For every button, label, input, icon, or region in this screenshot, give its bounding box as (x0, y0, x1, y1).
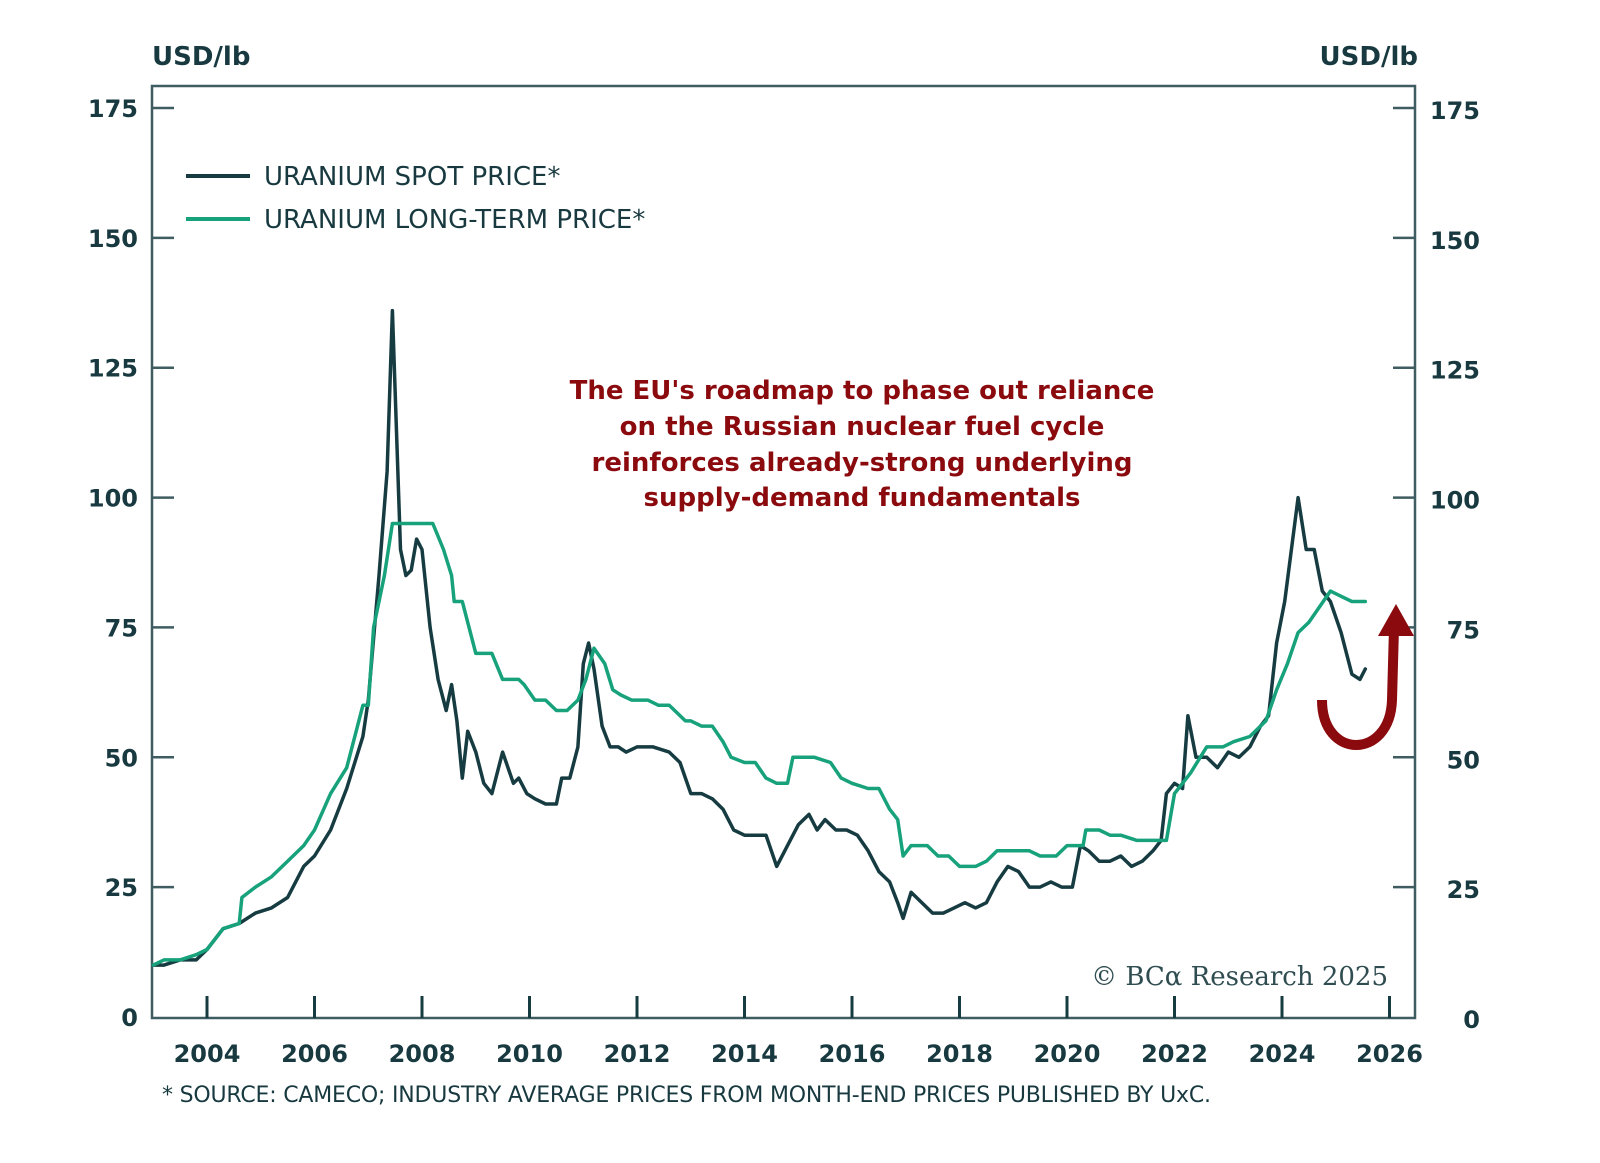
y-ticks-left: 0 25 50 75 100 125 150 175 (88, 95, 174, 1032)
y-tick-right-label: 100 (1430, 487, 1480, 515)
x-tick-label: 2022 (1141, 1040, 1208, 1068)
annotation-line-3: reinforces already-strong underlying (592, 448, 1133, 478)
x-tick-label: 2026 (1356, 1040, 1423, 1068)
y-tick-left-label: 50 (105, 744, 138, 772)
y-tick-left-label: 150 (88, 225, 138, 253)
up-turn-arrow-icon (1317, 604, 1414, 750)
copyright-credit: © BCα Research 2025 (1091, 962, 1388, 992)
y-tick-left-label: 25 (105, 874, 138, 902)
y-axis-left-label: USD/lb (152, 42, 251, 72)
annotation-line-1: The EU's roadmap to phase out reliance (570, 376, 1155, 406)
series-line-spot-price (151, 308, 1368, 967)
y-tick-left-label: 75 (105, 614, 138, 642)
annotation: The EU's roadmap to phase out reliance o… (570, 376, 1155, 513)
x-tick-label: 2018 (926, 1040, 993, 1068)
y-tick-left-label: 0 (121, 1004, 138, 1032)
y-tick-right-label: 125 (1430, 357, 1480, 385)
x-tick-label: 2004 (174, 1040, 241, 1068)
legend-label-spot: URANIUM SPOT PRICE* (264, 162, 560, 192)
x-tick-label: 2012 (604, 1040, 671, 1068)
x-tick-label: 2024 (1249, 1040, 1316, 1068)
x-tick-label: 2014 (711, 1040, 778, 1068)
x-tick-label: 2008 (389, 1040, 456, 1068)
y-axis-right-label: USD/lb (1319, 42, 1418, 72)
y-tick-right-label: 0 (1463, 1006, 1480, 1034)
y-tick-left-label: 100 (88, 485, 138, 513)
y-tick-right-label: 25 (1447, 876, 1480, 904)
legend: URANIUM SPOT PRICE* URANIUM LONG-TERM PR… (186, 162, 645, 235)
plot-frame (150, 84, 1417, 1020)
y-tick-left-label: 125 (88, 355, 138, 383)
y-tick-right-label: 75 (1447, 616, 1480, 644)
x-tick-label: 2010 (496, 1040, 563, 1068)
x-tick-label: 2016 (819, 1040, 886, 1068)
y-tick-left-label: 175 (88, 95, 138, 123)
y-tick-right-label: 150 (1430, 227, 1480, 255)
annotation-line-2: on the Russian nuclear fuel cycle (620, 412, 1105, 442)
x-ticks: 2004 2006 2008 2010 2012 2014 2016 2018 2020 2022… (174, 996, 1423, 1068)
y-tick-right-label: 50 (1447, 746, 1480, 774)
y-ticks-right: 0 25 50 75 100 125 150 175 (1393, 97, 1480, 1034)
legend-label-longterm: URANIUM LONG-TERM PRICE* (264, 205, 645, 235)
annotation-line-4: supply-demand fundamentals (644, 483, 1081, 513)
x-tick-label: 2020 (1034, 1040, 1101, 1068)
x-tick-label: 2006 (281, 1040, 348, 1068)
y-tick-right-label: 175 (1430, 97, 1480, 125)
series-line-long-term-price (151, 521, 1368, 967)
source-note: * SOURCE: CAMECO; INDUSTRY AVERAGE PRICE… (162, 1083, 1211, 1108)
series-lines (151, 308, 1368, 967)
